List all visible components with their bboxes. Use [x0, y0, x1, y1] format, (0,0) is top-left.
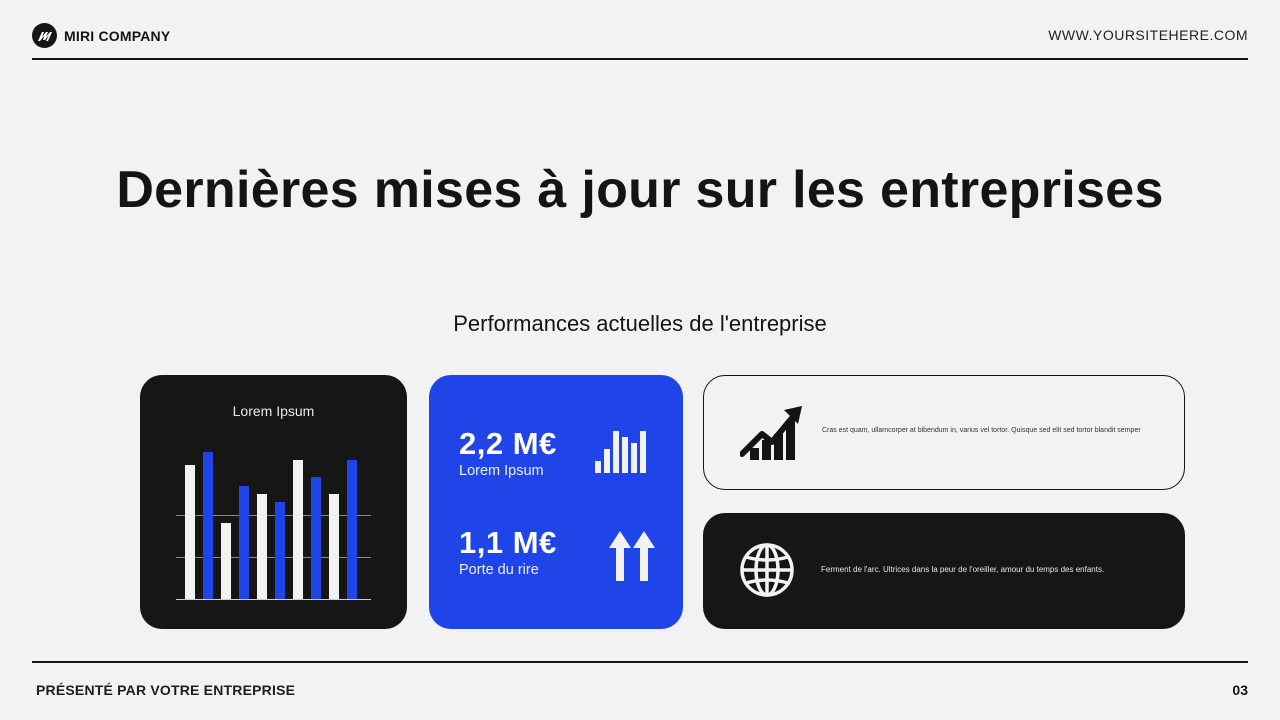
m-monogram-icon	[32, 23, 57, 48]
trending-up-chart-icon	[739, 404, 804, 467]
brand: MIRI COMPANY	[32, 23, 170, 48]
chart-bar	[347, 460, 357, 599]
chart-bar	[293, 460, 303, 599]
double-arrow-up-icon	[609, 531, 655, 586]
stat-value: 1,1 M€	[459, 525, 557, 560]
page-number: 03	[1232, 682, 1248, 698]
bar-signal-icon	[595, 429, 649, 478]
global-description: Ferment de l'arc. Ultrices dans la peur …	[821, 565, 1105, 574]
stat-label: Porte du rire	[459, 562, 539, 578]
header: MIRI COMPANY WWW.YOURSITEHERE.COM	[32, 0, 1248, 60]
section-subtitle: Performances actuelles de l'entreprise	[453, 311, 827, 336]
chart-gridline	[176, 515, 371, 516]
growth-card: Cras est quam, ullamcorper at bibendum i…	[703, 375, 1185, 490]
stat-value: 2,2 M€	[459, 426, 557, 461]
website-link[interactable]: WWW.YOURSITEHERE.COM	[1048, 27, 1248, 43]
chart-gridline	[176, 557, 371, 558]
growth-description: Cras est quam, ullamcorper at bibendum i…	[822, 427, 1141, 434]
stats-card: 2,2 M€ Lorem Ipsum 1,1 M€ Porte du rire	[429, 375, 683, 629]
footer: PRÉSENTÉ PAR VOTRE ENTREPRISE 03	[32, 661, 1248, 698]
bar-chart	[185, 439, 365, 599]
chart-bar	[275, 502, 285, 599]
presenter-label: PRÉSENTÉ PAR VOTRE ENTREPRISE	[36, 682, 296, 698]
stat-profit: 1,1 M€ Porte du rire	[459, 527, 557, 578]
chart-bar	[329, 494, 339, 599]
chart-bar	[257, 494, 267, 599]
chart-card: Lorem Ipsum	[140, 375, 407, 629]
stat-label: Lorem Ipsum	[459, 463, 544, 479]
stat-revenue: 2,2 M€ Lorem Ipsum	[459, 428, 557, 479]
globe-icon	[739, 542, 795, 603]
chart-bar	[221, 523, 231, 599]
chart-bar	[203, 452, 213, 599]
chart-bar	[185, 465, 195, 599]
chart-title: Lorem Ipsum	[232, 403, 315, 419]
chart-baseline	[176, 599, 371, 600]
global-card: Ferment de l'arc. Ultrices dans la peur …	[703, 513, 1185, 629]
brand-name: MIRI COMPANY	[64, 27, 171, 44]
chart-bar	[239, 486, 249, 599]
chart-bar	[311, 477, 321, 599]
page-title: Dernières mises à jour sur les entrepris…	[116, 161, 1164, 219]
